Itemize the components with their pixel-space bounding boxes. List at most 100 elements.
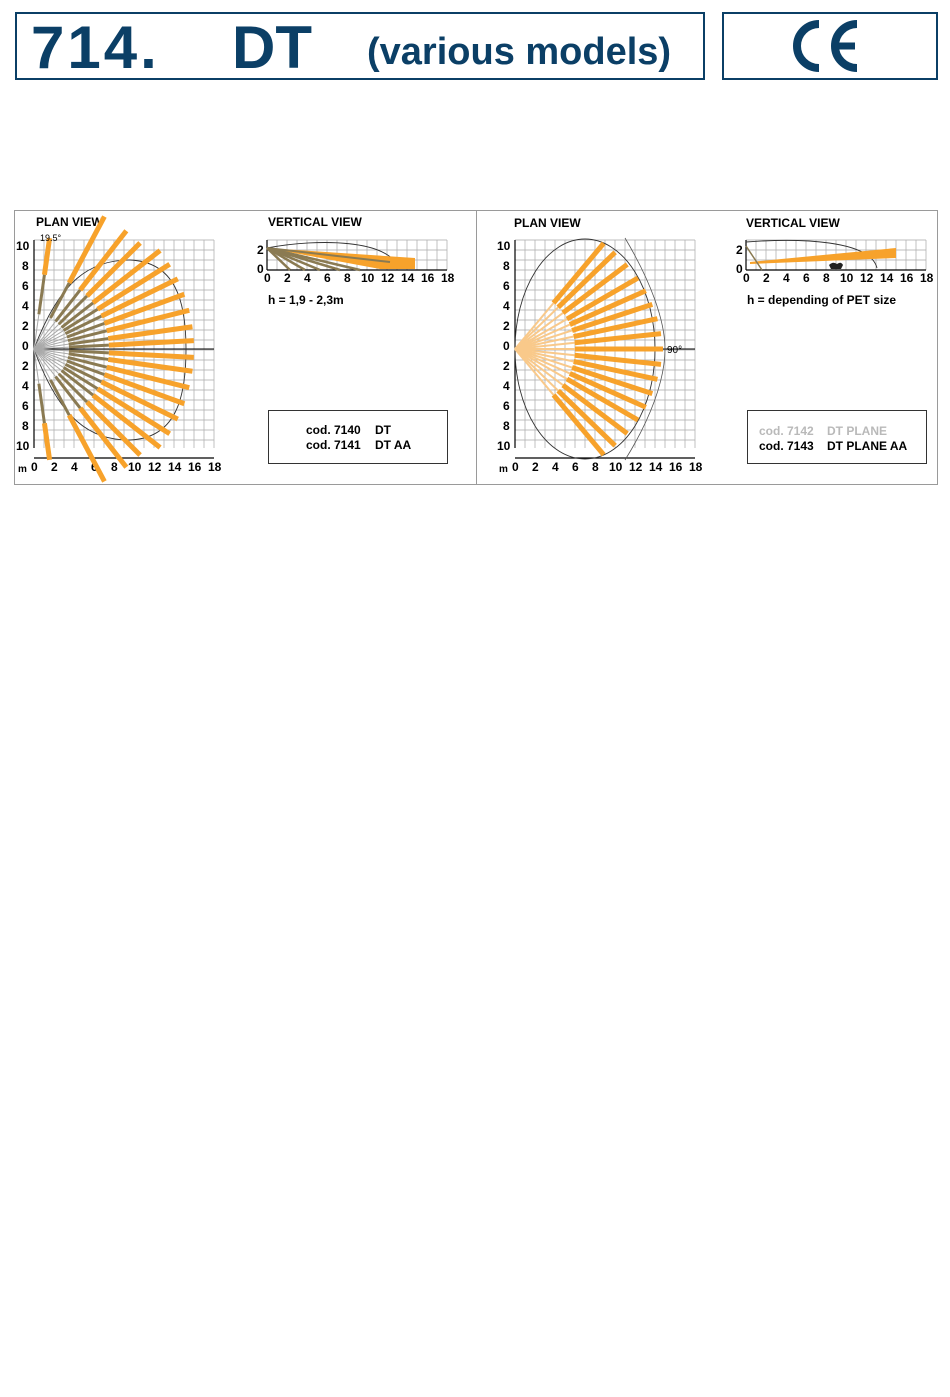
right-plan-x-tick-label: 16	[669, 460, 683, 474]
right-beam-near	[514, 348, 574, 363]
right-plan-x-tick-label: 4	[552, 460, 559, 474]
left-plan-x-tick-label: 12	[148, 460, 162, 474]
code-7143: cod. 7143	[759, 439, 814, 453]
left-beam-near	[64, 314, 103, 336]
left-beam-origin	[33, 348, 69, 355]
left-vert-beam-main	[267, 248, 415, 269]
title-box: 714. DT (various models)	[15, 12, 705, 81]
left-vert-x-tick-label: 14	[401, 271, 415, 285]
right-plan-view-title: PLAN VIEW	[514, 216, 581, 230]
right-beam-near	[514, 348, 575, 357]
right-plan-y-tick-label: 10	[497, 239, 511, 253]
right-beam-near	[514, 348, 571, 375]
left-angle-label: 19.5°	[40, 233, 62, 243]
left-beam-origin	[33, 348, 56, 377]
left-beam-near	[49, 282, 71, 319]
right-plan-x-tick-label: 18	[689, 460, 703, 474]
right-plan-y-tick-label: 8	[503, 419, 510, 433]
left-beam	[67, 414, 107, 483]
left-beam-origin	[33, 340, 69, 350]
right-plan-y-tick-label: 10	[497, 439, 511, 453]
left-beam	[100, 276, 179, 319]
right-beam	[571, 365, 654, 396]
right-vert-x-tick-label: 18	[920, 271, 934, 285]
left-plan-y-tick-label: 2	[22, 319, 29, 333]
left-beam	[78, 406, 129, 469]
left-beam-near	[66, 359, 105, 377]
left-plan-y-tick-label: 6	[22, 279, 29, 293]
right-beam	[561, 262, 629, 315]
right-vert-x-tick-label: 8	[823, 271, 830, 285]
right-vert-x-tick-label: 0	[743, 271, 750, 285]
right-plan-x-tick-label: 14	[649, 460, 663, 474]
left-plan-x-tick-label: 2	[51, 460, 58, 474]
right-height-note: h = depending of PET size	[747, 293, 897, 307]
left-vert-x-tick-label: 6	[324, 271, 331, 285]
right-beam-near	[514, 348, 555, 396]
ce-mark-box	[722, 12, 938, 80]
product-model: DT	[232, 14, 312, 81]
left-detection-boundary	[33, 259, 187, 441]
right-vert-x-tick-label: 12	[860, 271, 874, 285]
left-beam-near	[68, 337, 109, 346]
right-beam	[573, 359, 658, 382]
right-plan-y-tick-label: 2	[503, 319, 510, 333]
left-vert-beam-ground	[266, 246, 361, 272]
right-angle-label: 90°	[667, 345, 682, 356]
left-vertical-view-title: VERTICAL VIEW	[268, 215, 362, 229]
left-plan-y-tick-label: 4	[22, 299, 29, 313]
left-plan-y-tick-label: 4	[22, 379, 29, 393]
right-beam	[565, 275, 640, 322]
right-vert-y-tick-label: 0	[736, 262, 743, 276]
left-beam-near	[54, 375, 82, 410]
left-beam	[103, 372, 186, 407]
left-plan-x-tick-label: 16	[188, 460, 202, 474]
left-beam-near	[62, 366, 99, 391]
left-plan-y-tick-label: 8	[22, 259, 29, 273]
left-beam	[67, 215, 107, 284]
right-beam-near	[514, 318, 568, 350]
left-beam	[106, 364, 190, 391]
right-beam	[561, 383, 629, 436]
right-beam	[574, 331, 662, 346]
right-vert-ground-beam	[745, 245, 763, 271]
left-plan-y-tick-label: 2	[22, 359, 29, 373]
left-beam-origin	[33, 330, 64, 350]
left-vert-x-tick-label: 8	[344, 271, 351, 285]
left-vert-x-tick-label: 4	[304, 271, 311, 285]
right-beam	[556, 250, 617, 310]
left-beam-near	[68, 343, 109, 349]
right-vert-x-tick-label: 2	[763, 271, 770, 285]
left-plan-x-tick-label: 10	[128, 460, 142, 474]
right-beam	[568, 371, 647, 410]
right-beam	[573, 316, 658, 339]
left-vert-beam-ground	[266, 247, 291, 271]
left-plan-view-title: PLAN VIEW	[36, 215, 103, 229]
left-vert-beam-mid	[266, 247, 391, 263]
left-beam-near	[66, 321, 105, 339]
right-vert-boundary	[745, 239, 878, 269]
left-plan-y-tick-label: 6	[22, 399, 29, 413]
right-beam-near	[514, 312, 564, 350]
right-plan-y-tick-label: 6	[503, 279, 510, 293]
right-plan-y-tick-label: 4	[503, 299, 510, 313]
right-plan-y-tick-label: 8	[503, 259, 510, 273]
left-beam-origin	[33, 323, 60, 350]
left-plan-y-tick-label: 0	[22, 339, 29, 353]
left-beam-origin	[33, 348, 40, 384]
right-vert-x-tick-label: 10	[840, 271, 854, 285]
left-beam-origin	[33, 317, 51, 350]
left-vert-x-tick-label: 16	[421, 271, 435, 285]
left-beam-near	[67, 329, 108, 342]
left-beam-near	[54, 288, 82, 323]
left-plan-x-tick-label: 14	[168, 460, 182, 474]
right-plan-x-tick-label: 8	[592, 460, 599, 474]
right-vert-beam	[750, 248, 896, 264]
code-7143-name: DT PLANE AA	[827, 439, 908, 453]
left-beam	[107, 324, 193, 342]
left-plan-y-tick-label: 8	[22, 419, 29, 433]
left-vert-x-tick-label: 2	[284, 271, 291, 285]
left-beam-near	[37, 383, 46, 424]
left-plan-x-tick-label: 8	[111, 460, 118, 474]
left-plan-x-tick-label: 4	[71, 460, 78, 474]
